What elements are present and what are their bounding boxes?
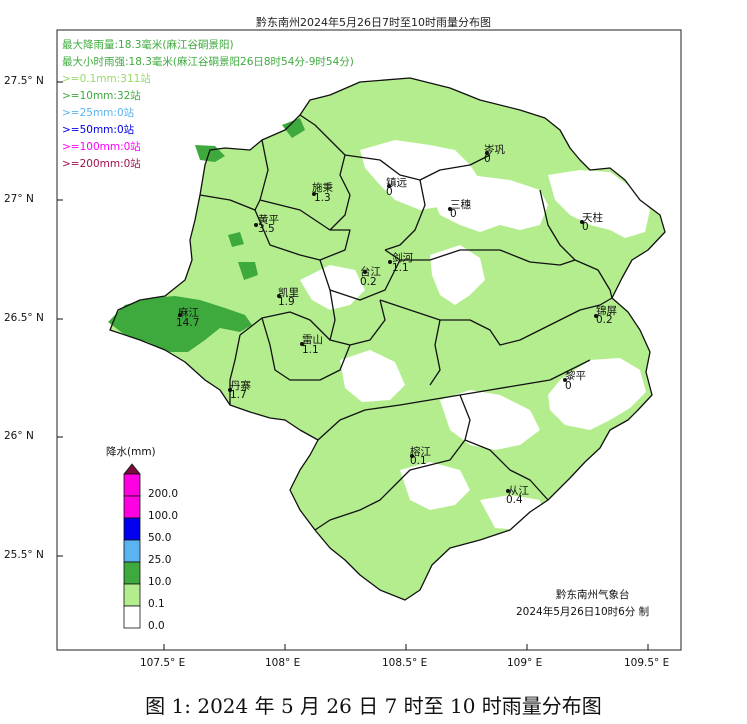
legend-level: 0.1 [148,598,165,610]
station-name: 从江 [508,485,529,497]
stat-count-50mm: >=50mm:0站 [62,124,135,136]
lon-label: 109° E [507,657,543,669]
rain-area-none [300,140,650,530]
stat-count-25mm: >=25mm:0站 [62,107,135,119]
legend-level: 50.0 [148,532,172,544]
station-name: 施秉 [312,182,333,194]
station-value: 3.5 [258,223,275,235]
legend-level: 25.0 [148,554,172,566]
legend-swatch-0.1-10 [123,583,141,607]
axis-ticks [57,81,649,650]
station-name: 黄平 [258,214,279,226]
legend-swatch-50-100 [123,517,141,541]
lon-label: 108° E [265,657,301,669]
legend-swatch-10-25 [123,561,141,585]
legend-swatch-100 [123,495,141,519]
legend-swatch-0-0.1 [123,605,141,629]
lon-label: 107.5° E [140,657,186,669]
station-name: 天柱 [582,212,603,224]
station-value: 0.1 [410,455,427,467]
station-value: 0.2 [596,314,613,326]
station-name: 丹寨 [230,380,251,392]
lat-label: 26.5° N [4,312,44,324]
legend-level: 200.0 [148,488,179,500]
station-name: 榕江 [410,446,431,458]
station-name: 三穗 [450,199,471,211]
stat-count-10mm: >=10mm:32站 [62,90,141,102]
legend-title: 降水(mm) [106,446,156,458]
station-value: 1.1 [302,344,319,356]
rain-area-10mm [108,118,305,352]
station-value: 0 [582,221,589,233]
lon-label: 108.5° E [382,657,428,669]
stat-count-0.1mm: >=0.1mm:311站 [62,73,151,85]
station-value: 0.2 [360,276,377,288]
station-name: 剑河 [392,252,413,264]
lat-label: 27.5° N [4,75,44,87]
station-value: 0.4 [506,494,523,506]
issue-time: 2024年5月26日10时6分 制 [516,606,650,618]
station-value: 0 [450,208,457,220]
lon-label: 109.5° E [624,657,670,669]
stat-max-rain: 最大降雨量:18.3毫米(麻江谷硐景阳) [62,39,234,51]
lat-label: 25.5° N [4,549,44,561]
station-value: 0 [386,186,393,198]
station-name: 雷山 [302,334,323,346]
station-name: 凯里 [278,287,299,299]
legend-level: 0.0 [148,620,165,632]
issuing-agency: 黔东南州气象台 [556,589,630,601]
station-name: 岑巩 [484,144,505,156]
station-value: 14.7 [176,317,200,329]
station-value: 1.7 [230,389,247,401]
map-title: 黔东南州2024年5月26日7时至10时雨量分布图 [256,16,491,29]
legend-swatch-25-50 [123,539,141,563]
legend-level: 10.0 [148,576,172,588]
lat-label: 26° N [4,430,34,442]
station-name: 锦屏 [596,305,617,317]
station-value: 1.9 [278,296,295,308]
station-name: 麻江 [178,307,199,319]
county-boundaries [109,77,666,601]
stat-max-hourly: 最大小时雨强:18.3毫米(麻江谷硐景阳26日8时54分-9时54分) [62,56,354,68]
legend-colorbar [123,463,141,629]
stat-count-200mm: >=200mm:0站 [62,158,141,170]
lat-label: 27° N [4,193,34,205]
station-name: 黎平 [565,370,586,382]
station-name: 镇远 [386,177,407,189]
station-name: 台江 [360,266,381,278]
stat-count-100mm: >=100mm:0站 [62,141,141,153]
legend-swatch-100-200 [123,473,141,497]
station-value: 0 [565,380,572,392]
station-value: 1.1 [392,262,409,274]
figure-caption: 图 1: 2024 年 5 月 26 日 7 时至 10 时雨量分布图 [145,694,602,718]
legend-level: 100.0 [148,510,179,522]
station-dots [178,151,598,493]
station-value: 0 [484,153,491,165]
station-value: 1.3 [314,192,331,204]
